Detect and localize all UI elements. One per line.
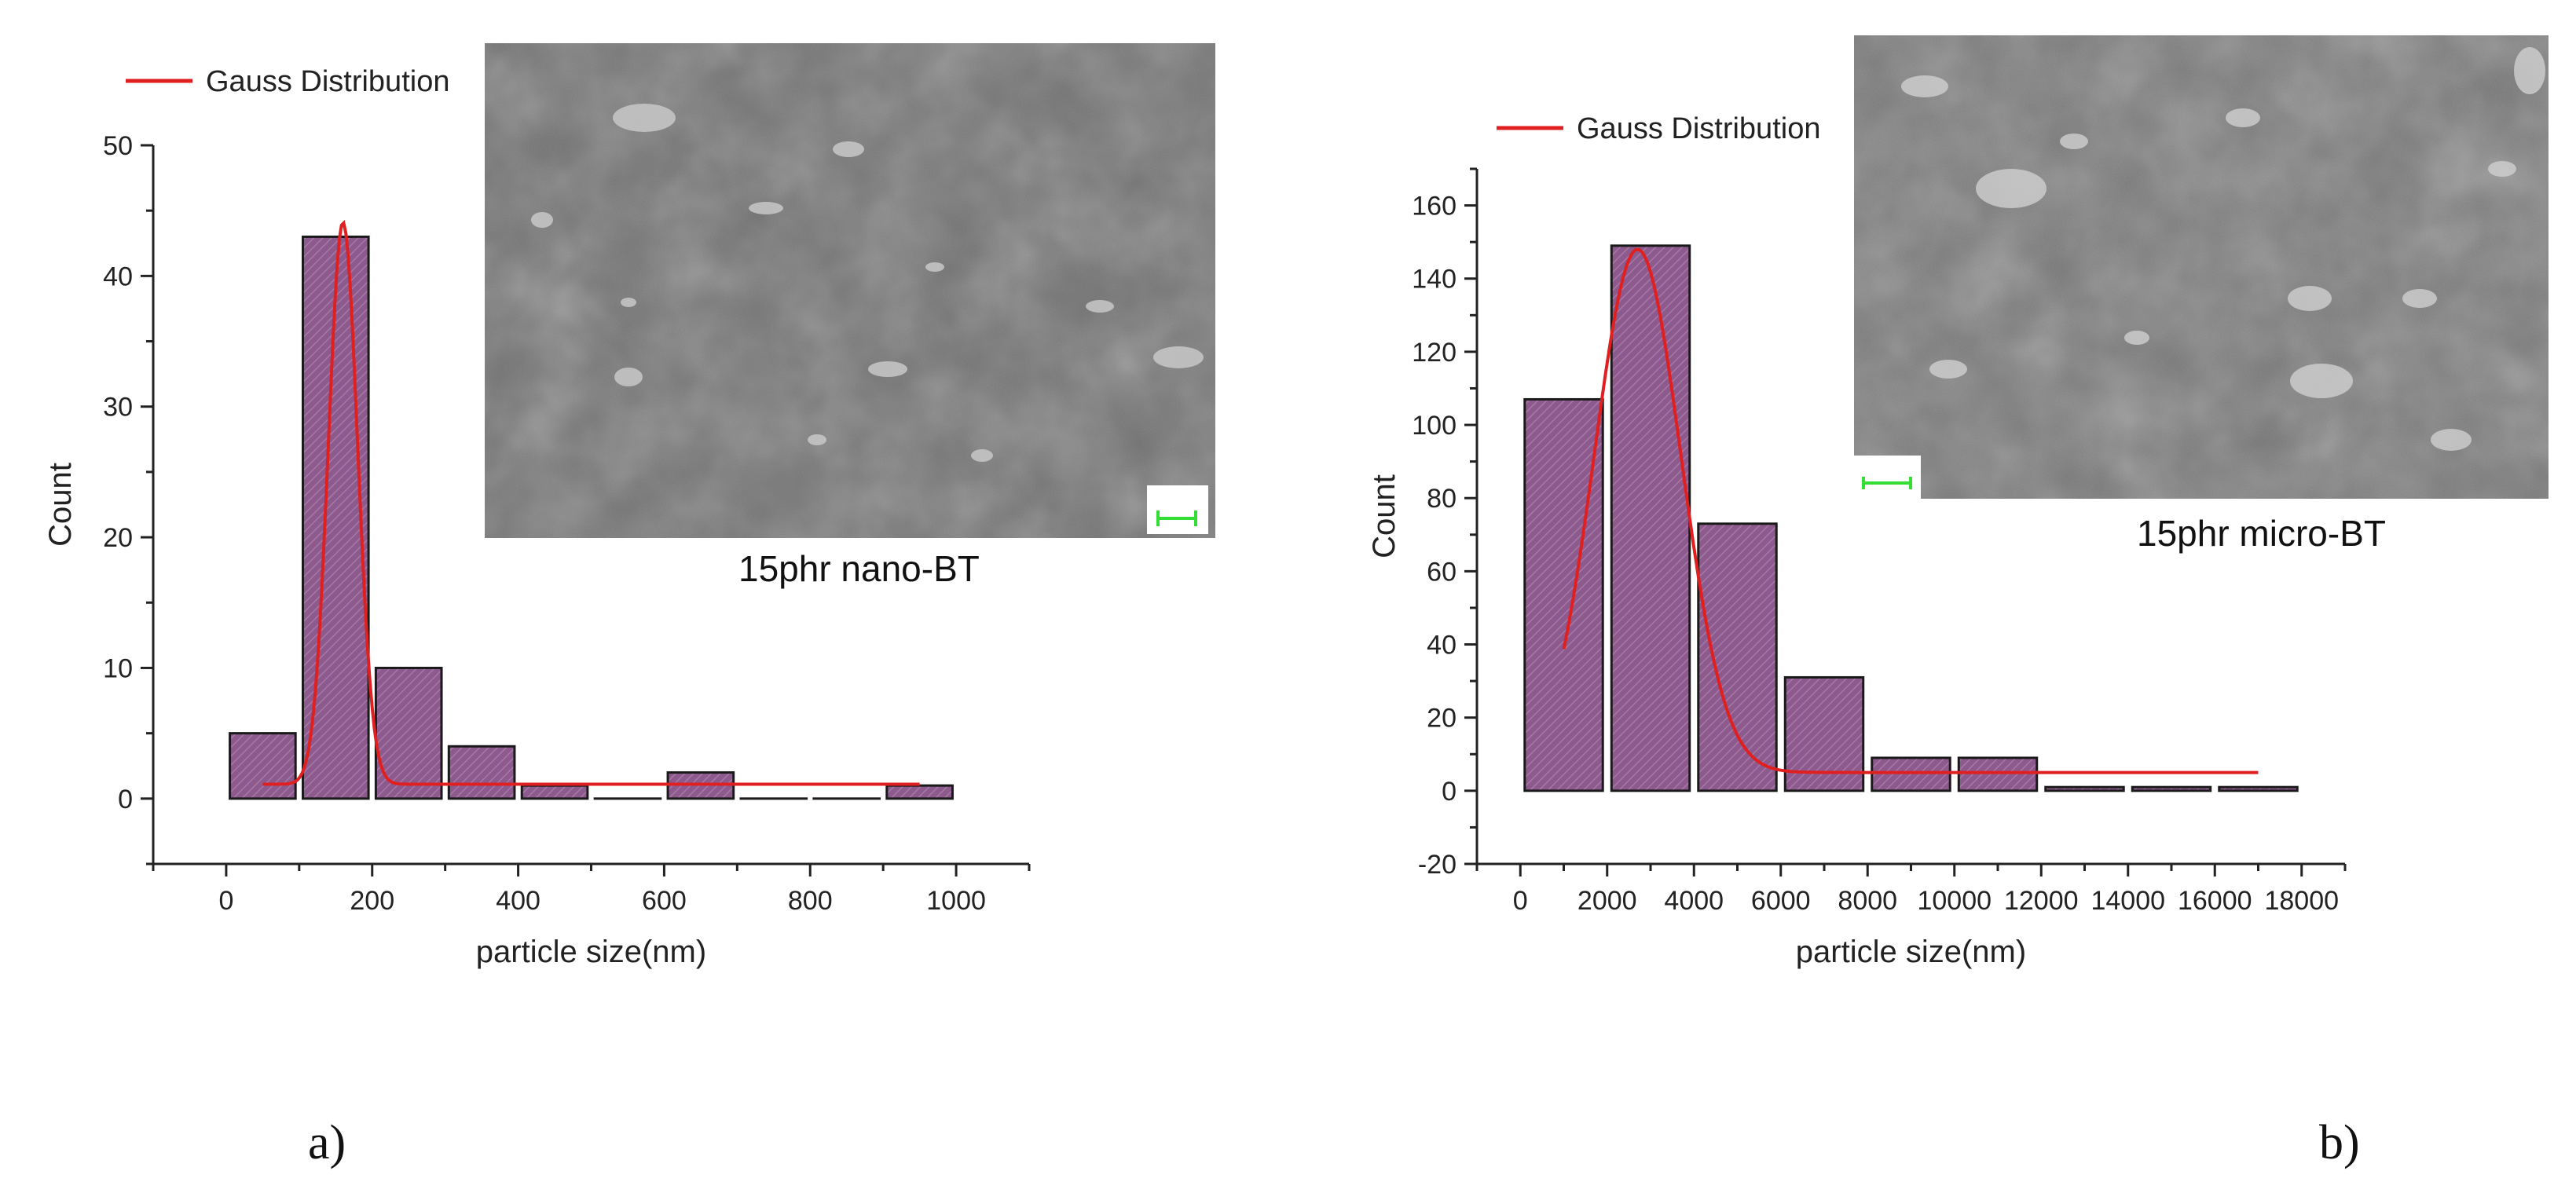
panel-b-bar-5 <box>1957 756 2039 792</box>
panel-b-gauss-fit-line <box>1562 247 2259 774</box>
panel-b-bar-7 <box>2131 785 2212 792</box>
panel-b-legend: Gauss Distribution <box>1497 112 1820 145</box>
panel-b-x-tick-label: 12000 <box>2004 886 2079 916</box>
panel-b-y-tick-label: 140 <box>1412 265 1457 295</box>
panel-b-x-tick-label: 18000 <box>2264 886 2339 916</box>
panel-b-y-tick-label: 160 <box>1412 192 1457 221</box>
panel-a-plot-area: 0 10 20 30 40 50 0 200 400 600 800 1000 particle siz… <box>43 131 1031 969</box>
panel-b-legend-label: Gauss Distribution <box>1577 112 1820 145</box>
panel-a-inset-caption: 15phr nano-BT <box>738 548 980 589</box>
panel-b-x-tick-label: 6000 <box>1751 886 1811 916</box>
panel-b-x-tick-label: 2000 <box>1577 886 1637 916</box>
panel-a-y-tick-label: 40 <box>103 262 133 291</box>
panel-b-x-tick-label: 16000 <box>2178 886 2252 916</box>
panel-b-y-tick-label: 100 <box>1412 411 1457 441</box>
panel-b-bar-6 <box>2044 785 2125 792</box>
panel-b-chart: -20 0 20 40 60 80 100 120 140 160 0 2000 4000 6000 800… <box>1367 35 2549 1169</box>
panel-a-sem-particles <box>531 104 1204 462</box>
panel-a-y-tick-label: 30 <box>103 393 133 423</box>
panel-a-y-tick-label: 0 <box>118 785 133 814</box>
panel-a-x-tick-label: 200 <box>350 886 394 916</box>
panel-b-plot-area: -20 0 20 40 60 80 100 120 140 160 0 2000 4000 6000 800… <box>1367 167 2347 969</box>
panel-a-sem-inset: 200 nm <box>485 43 1215 538</box>
panel-b-x-axis-title: particle size(nm) <box>1796 935 2026 969</box>
panel-b-y-tick-label: 40 <box>1427 631 1457 661</box>
panel-b-y-tick-label: -20 <box>1418 850 1457 880</box>
panel-b-bar-2 <box>1697 522 1778 792</box>
panel-b-x-tick-label: 14000 <box>2090 886 2165 916</box>
panel-a-x-tick-label: 600 <box>642 886 687 916</box>
panel-a-x-tick-label: 800 <box>788 886 833 916</box>
panel-b-x-tick-label: 10000 <box>1917 886 1992 916</box>
panel-b-bar-8 <box>2218 785 2299 792</box>
panel-a-legend: Gauss Distribution <box>126 65 449 98</box>
panel-a-bar-3 <box>447 745 516 800</box>
panel-a-bar-0 <box>229 732 297 800</box>
panel-a-x-axis-title: particle size(nm) <box>476 935 706 969</box>
panel-a-legend-label: Gauss Distribution <box>206 65 449 98</box>
panel-b-x-tick-label: 0 <box>1513 886 1528 916</box>
panel-b-x-tick-label: 8000 <box>1838 886 1897 916</box>
panel-b-bar-0 <box>1523 397 1604 792</box>
panel-b-y-tick-label: 120 <box>1412 338 1457 368</box>
panel-a-y-tick-label: 20 <box>103 523 133 553</box>
panel-b-y-tick-label: 20 <box>1427 704 1457 734</box>
panel-a-y-tick-label: 10 <box>103 653 133 683</box>
panel-b-y-tick-label: 60 <box>1427 557 1457 587</box>
panel-b-bar-1 <box>1610 244 1691 792</box>
panel-a-chart: 0 10 20 30 40 50 0 200 400 600 800 1000 particle siz… <box>43 43 1215 1169</box>
panel-b-scale-bar-label: 1 μm <box>1863 461 1885 472</box>
panel-b-inset-caption: 15phr micro-BT <box>2137 513 2386 554</box>
panel-b-sem-particles <box>1901 47 2545 451</box>
panel-a-y-axis-title: Count <box>43 463 78 547</box>
panel-a-bar-2 <box>374 666 443 800</box>
panel-a-x-tick-label: 1000 <box>926 886 986 916</box>
panel-b-bar-4 <box>1871 756 1951 792</box>
panel-a-bar-9 <box>885 784 954 800</box>
panel-a-scale-bar-label: 200 nm <box>1162 489 1193 500</box>
panel-b-x-tick-label: 4000 <box>1664 886 1724 916</box>
panel-a-x-tick-label: 400 <box>496 886 540 916</box>
panel-b-y-tick-label: 80 <box>1427 484 1457 514</box>
panel-b-sem-inset: 1 μm <box>1854 35 2549 499</box>
panel-b-y-tick-label: 0 <box>1442 777 1457 807</box>
panel-a-gauss-fit-line <box>262 220 920 786</box>
panel-a-bar-4 <box>520 784 589 800</box>
panel-a-label: a) <box>308 1116 346 1169</box>
panel-a-y-tick-label: 50 <box>103 131 133 161</box>
panel-b-label: b) <box>2319 1116 2360 1169</box>
panel-b-y-axis-title: Count <box>1367 474 1402 558</box>
panel-a-x-tick-label: 0 <box>218 886 233 916</box>
